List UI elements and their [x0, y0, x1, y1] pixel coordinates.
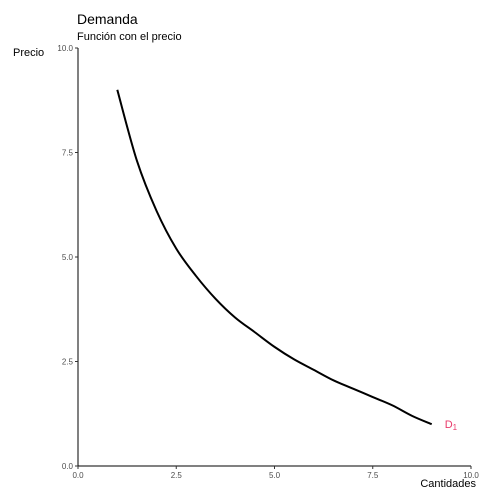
x-tick-label: 10.0: [463, 471, 479, 480]
x-tick-label: 2.5: [171, 471, 183, 480]
x-tick-label: 0.0: [72, 471, 84, 480]
y-tick-label: 10.0: [57, 44, 73, 53]
chart-subtitle: Función con el precio: [77, 31, 182, 43]
y-axis-label: Precio: [13, 47, 45, 59]
series-label-subscript: 1: [453, 423, 458, 432]
series-label: D1: [445, 419, 458, 432]
x-tick-label: 7.5: [367, 471, 379, 480]
chart-title: Demanda: [77, 11, 138, 27]
x-axis-label: Cantidades: [420, 478, 476, 490]
y-tick-label: 7.5: [62, 149, 74, 158]
y-tick-label: 2.5: [62, 358, 74, 367]
series-line-0: [116, 89, 433, 426]
y-tick-label: 0.0: [62, 462, 74, 471]
x-tick-label: 5.0: [269, 471, 281, 480]
y-tick-label: 5.0: [62, 253, 74, 262]
series-label-main: D: [445, 419, 453, 431]
